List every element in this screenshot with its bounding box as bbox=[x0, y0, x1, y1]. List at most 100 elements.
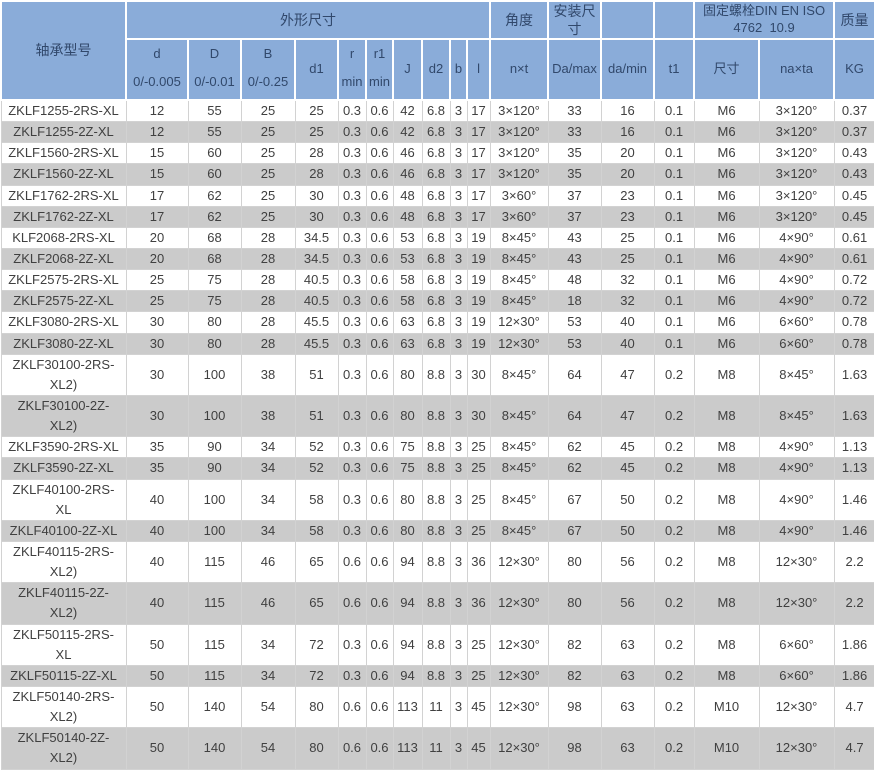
model-cell: ZKLF1255-2Z-XL bbox=[0, 121, 127, 144]
value-cell-t1: 0.2 bbox=[653, 582, 695, 625]
value-cell-b-cap: 34 bbox=[240, 457, 296, 480]
value-cell-t1: 0.1 bbox=[653, 290, 695, 313]
header-col-d-cap: D 0/-0.01 bbox=[187, 38, 242, 101]
value-cell-j: 94 bbox=[392, 540, 423, 584]
value-cell-t1: 0.2 bbox=[653, 623, 695, 666]
value-cell-r: 0.3 bbox=[337, 311, 367, 334]
value-cell-size: M6 bbox=[693, 121, 760, 144]
value-cell-nxt: 8×45° bbox=[489, 457, 549, 480]
value-cell-naxta: 12×30° bbox=[758, 685, 835, 729]
value-cell-nxt: 3×60° bbox=[489, 184, 549, 207]
value-cell-d1: 72 bbox=[294, 664, 339, 687]
value-cell-d-cap: 100 bbox=[187, 478, 242, 521]
value-cell-t1: 0.1 bbox=[653, 205, 695, 228]
value-cell-d: 17 bbox=[125, 205, 189, 228]
value-cell-da-min: 20 bbox=[600, 142, 655, 165]
value-cell-r: 0.3 bbox=[337, 436, 367, 459]
value-cell-r1: 0.6 bbox=[365, 540, 394, 584]
value-cell-r: 0.6 bbox=[337, 685, 367, 729]
value-cell-b: 3 bbox=[449, 226, 468, 249]
value-cell-naxta: 12×30° bbox=[758, 582, 835, 625]
value-cell-t1: 0.2 bbox=[653, 727, 695, 770]
value-cell-r: 0.3 bbox=[337, 205, 367, 228]
value-cell-d-cap: 68 bbox=[187, 247, 242, 271]
value-cell-d-cap: 62 bbox=[187, 184, 242, 207]
value-cell-r1: 0.6 bbox=[365, 664, 394, 687]
header-col-t1: t1 bbox=[653, 38, 696, 101]
value-cell-da-min: 63 bbox=[600, 623, 655, 666]
value-cell-da-min: 45 bbox=[600, 457, 655, 480]
value-cell-d1: 80 bbox=[294, 685, 339, 729]
value-cell-b: 3 bbox=[449, 519, 468, 542]
value-cell-b: 3 bbox=[449, 623, 468, 666]
value-cell-r1: 0.6 bbox=[365, 623, 394, 666]
value-cell-b: 3 bbox=[449, 353, 468, 396]
value-cell-da-max: 67 bbox=[547, 478, 602, 521]
value-cell-da-max: 43 bbox=[547, 247, 602, 271]
value-cell-d-cap: 115 bbox=[187, 623, 242, 666]
value-cell-r: 0.3 bbox=[337, 394, 367, 438]
value-cell-naxta: 4×90° bbox=[758, 226, 835, 249]
value-cell-da-min: 25 bbox=[600, 226, 655, 249]
value-cell-da-min: 47 bbox=[600, 394, 655, 438]
value-cell-d: 35 bbox=[125, 436, 189, 459]
value-cell-t1: 0.1 bbox=[653, 226, 695, 249]
value-cell-d1: 28 bbox=[294, 142, 339, 165]
model-cell: ZKLF2575-2RS-XL bbox=[0, 269, 127, 292]
value-cell-r1: 0.6 bbox=[365, 290, 394, 313]
value-cell-d-cap: 75 bbox=[187, 290, 242, 313]
model-cell: ZKLF30100-2Z- XL2) bbox=[0, 394, 127, 438]
value-cell-b-cap: 25 bbox=[240, 184, 296, 207]
value-cell-nxt: 8×45° bbox=[489, 478, 549, 521]
value-cell-naxta: 4×90° bbox=[758, 269, 835, 292]
value-cell-da-max: 98 bbox=[547, 685, 602, 729]
value-cell-size: M8 bbox=[693, 582, 760, 625]
value-cell-d2: 6.8 bbox=[421, 247, 451, 271]
value-cell-da-min: 16 bbox=[600, 99, 655, 123]
value-cell-r: 0.3 bbox=[337, 478, 367, 521]
table-row: ZKLF1560-2RS-XL 15 60 25 28 0.3 0.6 46 6… bbox=[0, 142, 874, 165]
value-cell-j: 42 bbox=[392, 121, 423, 144]
value-cell-naxta: 4×90° bbox=[758, 457, 835, 480]
value-cell-d-cap: 90 bbox=[187, 436, 242, 459]
value-cell-b: 3 bbox=[449, 290, 468, 313]
value-cell-d: 15 bbox=[125, 163, 189, 186]
value-cell-d1: 80 bbox=[294, 727, 339, 770]
value-cell-nxt: 8×45° bbox=[489, 226, 549, 249]
header-col-d: d 0/-0.005 bbox=[125, 38, 189, 101]
value-cell-size: M6 bbox=[693, 99, 760, 123]
value-cell-j: 63 bbox=[392, 332, 423, 355]
value-cell-d: 50 bbox=[125, 685, 189, 729]
value-cell-d1: 58 bbox=[294, 478, 339, 521]
value-cell-b: 3 bbox=[449, 332, 468, 355]
value-cell-l: 25 bbox=[466, 478, 491, 521]
value-cell-naxta: 6×60° bbox=[758, 664, 835, 687]
value-cell-da-max: 80 bbox=[547, 540, 602, 584]
value-cell-d2: 8.8 bbox=[421, 664, 451, 687]
value-cell-d-cap: 75 bbox=[187, 269, 242, 292]
value-cell-r: 0.6 bbox=[337, 540, 367, 584]
value-cell-naxta: 3×120° bbox=[758, 184, 835, 207]
model-cell: ZKLF50140-2Z- XL2) bbox=[0, 727, 127, 770]
value-cell-b: 3 bbox=[449, 142, 468, 165]
value-cell-r1: 0.6 bbox=[365, 121, 394, 144]
value-cell-j: 58 bbox=[392, 290, 423, 313]
value-cell-r: 0.3 bbox=[337, 353, 367, 396]
value-cell-j: 48 bbox=[392, 205, 423, 228]
value-cell-kg: 0.37 bbox=[833, 99, 874, 123]
value-cell-b-cap: 46 bbox=[240, 540, 296, 584]
value-cell-d2: 8.8 bbox=[421, 582, 451, 625]
value-cell-d: 30 bbox=[125, 332, 189, 355]
value-cell-kg: 1.86 bbox=[833, 623, 874, 666]
table-row: ZKLF50115-2Z-XL 50 115 34 72 0.3 0.6 94 … bbox=[0, 664, 874, 687]
value-cell-d-cap: 100 bbox=[187, 519, 242, 542]
value-cell-r1: 0.6 bbox=[365, 457, 394, 480]
value-cell-d2: 6.8 bbox=[421, 226, 451, 249]
value-cell-da-min: 56 bbox=[600, 540, 655, 584]
value-cell-kg: 4.7 bbox=[833, 727, 874, 770]
header-group-mass: 质量 bbox=[833, 0, 874, 40]
header-col-da-min: da/min bbox=[600, 38, 656, 101]
value-cell-r1: 0.6 bbox=[365, 436, 394, 459]
value-cell-d: 12 bbox=[125, 99, 189, 123]
value-cell-da-min: 16 bbox=[600, 121, 655, 144]
